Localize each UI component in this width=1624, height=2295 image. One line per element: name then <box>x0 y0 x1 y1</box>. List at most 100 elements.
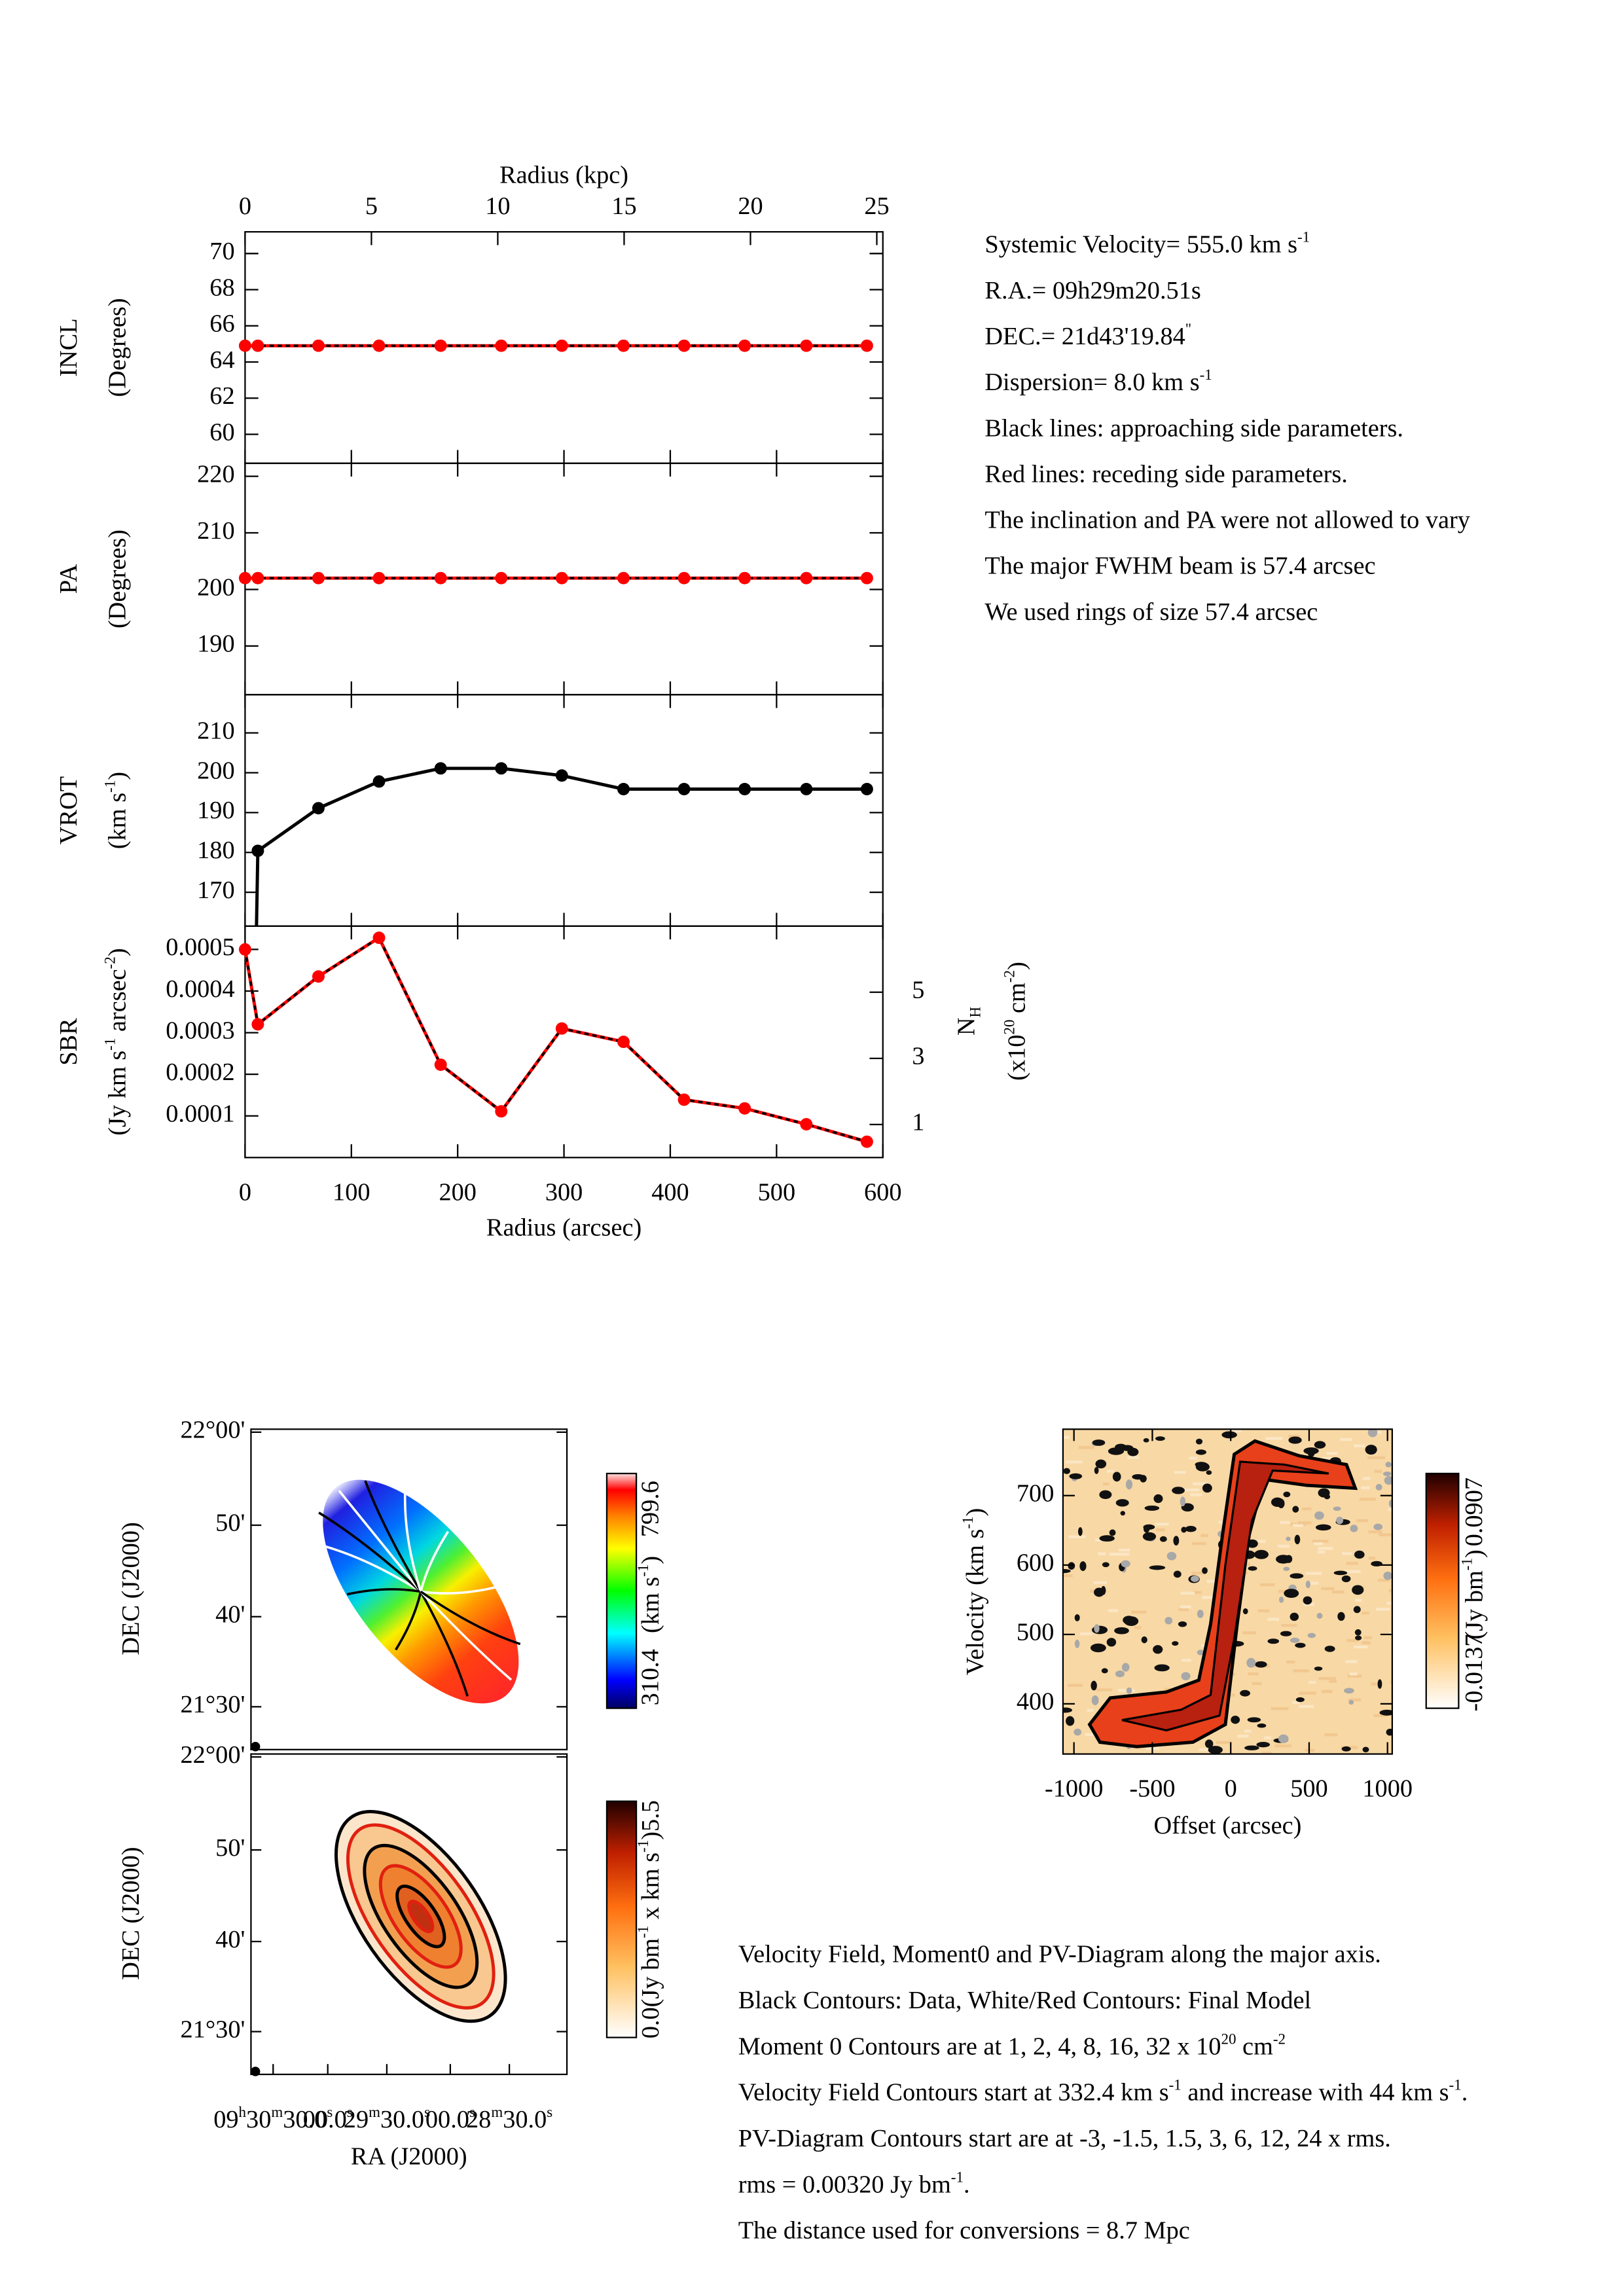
pv-speckle <box>1143 1438 1149 1443</box>
pv-noise <box>1252 1661 1259 1664</box>
text-part: 30 <box>246 2106 271 2133</box>
text-part: The major FWHM beam is 57.4 arcsec <box>984 552 1375 580</box>
pv-noise <box>1063 1436 1070 1439</box>
y-tick-label: 220 <box>197 460 235 488</box>
text-part: -1 <box>1169 2076 1182 2093</box>
text-part: N <box>952 1017 980 1036</box>
pv-speckle <box>1159 1536 1167 1542</box>
pv-noise <box>1218 1521 1227 1524</box>
text-part: -1 <box>635 1564 651 1577</box>
y-tick-label: 200 <box>197 573 235 601</box>
pv-speckle <box>1069 1473 1083 1479</box>
data-point <box>372 931 386 945</box>
y-tick-label: 0.0001 <box>166 1100 234 1128</box>
pv-noise <box>1206 1580 1216 1583</box>
note-line: Black Contours: Data, White/Red Contours… <box>738 1987 1311 2014</box>
pv-speckle <box>1247 1717 1261 1723</box>
text-part: Velocity Field Contours start at 332.4 k… <box>738 2078 1169 2106</box>
text-part: 0.0 <box>637 2007 664 2038</box>
data-point <box>677 571 691 585</box>
pv-noise <box>1299 1705 1314 1708</box>
dec-tick-label: 22°00' <box>181 1417 245 1444</box>
data-point <box>372 571 386 585</box>
dec-tick-label: 21°30' <box>181 1691 245 1718</box>
x2-tick-label: 20 <box>738 192 763 220</box>
y2-tick-label: 1 <box>912 1109 924 1136</box>
pv-speckle <box>1099 1535 1115 1542</box>
pv-noise <box>1193 1482 1209 1486</box>
pv-noise <box>1229 1429 1242 1433</box>
pv-noise <box>1368 1556 1376 1560</box>
parameter-line: Systemic Velocity= 555.0 km s-1 <box>984 229 1310 259</box>
x-axis-title: Radius (arcsec) <box>486 1214 641 1242</box>
pv-speckle <box>1195 1449 1206 1455</box>
pv-noise <box>1155 1523 1169 1526</box>
text-part: Velocity Field, Moment0 and PV-Diagram a… <box>738 1940 1381 1968</box>
data-point <box>434 1058 447 1072</box>
pv-noise <box>1310 1581 1319 1585</box>
pv-speckle <box>1114 1627 1129 1635</box>
y2-axis-title: NH <box>952 1007 983 1036</box>
pv-speckle <box>1288 1436 1302 1444</box>
pv-speckle <box>1231 1716 1240 1724</box>
pv-speckle <box>1091 1680 1097 1691</box>
velocity-contour <box>315 1542 422 1593</box>
data-point <box>372 775 386 788</box>
ra-axis-title: RA (J2000) <box>351 2142 467 2170</box>
velocity-contour <box>395 1591 422 1651</box>
pv-speckle <box>1377 1679 1382 1689</box>
text-part: s <box>347 2104 353 2120</box>
pv-x-tick-label: -500 <box>1129 1775 1175 1803</box>
text-part: 30.0 <box>503 2106 547 2133</box>
data-point <box>555 571 568 585</box>
text-part: -1 <box>951 2169 964 2185</box>
pv-x-tick-label: 1000 <box>1362 1775 1413 1803</box>
pv-speckle <box>1242 1608 1248 1615</box>
x-tick-label: 600 <box>864 1179 902 1206</box>
dec-tick-label: 40' <box>215 1926 245 1953</box>
pv-noise <box>1155 1528 1165 1532</box>
text-part: arcsec <box>103 969 131 1038</box>
text-part: PV-Diagram Contours start are at -3, -1.… <box>738 2125 1391 2152</box>
pv-speckle <box>1276 1555 1291 1564</box>
text-part: m <box>271 2104 283 2120</box>
data-point <box>677 339 691 352</box>
pv-speckle <box>1290 1612 1299 1621</box>
pv-speckle <box>1316 1612 1323 1619</box>
pv-noise <box>1363 1636 1373 1640</box>
pv-speckle <box>1202 1567 1208 1574</box>
pv-speckle <box>1373 1523 1382 1530</box>
pv-noise <box>1362 1611 1369 1615</box>
pv-noise <box>1324 1733 1338 1737</box>
plot-area <box>238 339 873 352</box>
dec-tick-label: 21°30' <box>181 2015 245 2043</box>
pv-speckle <box>1112 1472 1121 1482</box>
pv-y-tick-label: 600 <box>1017 1549 1055 1577</box>
pv-noise <box>1354 1444 1365 1448</box>
pv-noise <box>1108 1609 1119 1612</box>
pv-noise <box>1331 1590 1344 1594</box>
pv-speckle <box>1333 1506 1341 1511</box>
y2-tick-label: 5 <box>912 977 924 1004</box>
x2-tick-label: 10 <box>485 192 510 220</box>
pv-noise <box>1079 1446 1094 1449</box>
text-part: R.A.= 09h29m20.51s <box>984 277 1200 304</box>
velocity-contour <box>420 1591 469 1697</box>
pv-noise <box>1345 1660 1358 1663</box>
pv-speckle <box>1248 1566 1257 1571</box>
pv-speckle <box>1094 1624 1100 1633</box>
pv-speckle <box>1115 1670 1125 1678</box>
text-part: s <box>547 2104 552 2120</box>
y-tick-label: 190 <box>197 630 235 658</box>
pv-noise <box>1293 1669 1309 1672</box>
pv-speckle <box>1350 1525 1358 1532</box>
pv-speckle <box>1153 1494 1163 1504</box>
data-point <box>617 571 630 585</box>
pv-noise <box>1322 1690 1333 1693</box>
pv-speckle <box>1166 1551 1177 1561</box>
text-part: 00.0 <box>303 2106 347 2133</box>
data-point <box>860 1135 873 1148</box>
pv-speckle <box>1099 1490 1112 1500</box>
y-tick-label: 190 <box>197 797 235 824</box>
